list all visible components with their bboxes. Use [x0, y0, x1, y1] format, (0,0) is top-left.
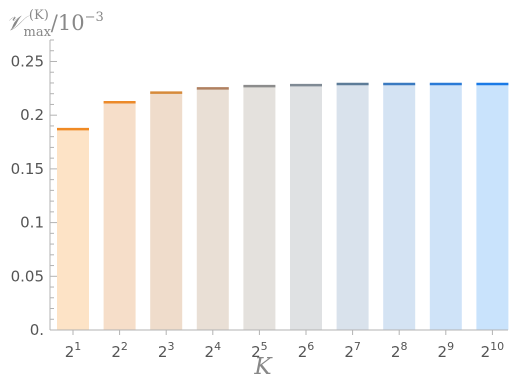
y-tick-label: 0.: [30, 321, 44, 339]
y-ticks: 0. 0.05 0.1 0.15 0.2 0.25: [11, 39, 57, 339]
x-tick-label: 22: [111, 340, 128, 361]
x-tick-label: 24: [205, 340, 222, 361]
x-tick-label: 26: [298, 340, 315, 361]
x-tick-label: 27: [344, 340, 361, 361]
axis-titles: 𝒱max(K)/10−3 K: [6, 8, 273, 375]
x-tick-label: 210: [481, 340, 505, 361]
y-tick-label: 0.05: [11, 267, 44, 285]
bar: [383, 84, 416, 330]
y-tick-label: 0.1: [20, 214, 44, 232]
bars: [57, 82, 509, 331]
bar: [103, 102, 136, 330]
y-tick-label: 0.2: [20, 106, 44, 124]
bar: [429, 84, 462, 330]
y-tick-label: 0.15: [11, 160, 44, 178]
bar: [290, 85, 322, 330]
bar: [336, 84, 369, 330]
x-tick-label: 29: [438, 340, 455, 361]
y-axis-title: 𝒱max(K)/10−3: [6, 8, 104, 40]
x-tick-label: 21: [65, 340, 82, 361]
y-tick-label: 0.25: [11, 52, 44, 70]
x-axis-title: K: [253, 354, 273, 375]
bar: [476, 84, 509, 330]
bar: [196, 88, 229, 330]
x-ticks: 21 22 23 24 25 26 27 28 29 210: [65, 330, 504, 361]
bar: [150, 92, 183, 330]
axes: [49, 40, 508, 331]
x-tick-label: 23: [158, 340, 175, 361]
x-tick-label: 28: [391, 340, 408, 361]
bar: [243, 86, 276, 331]
bar: [57, 129, 89, 330]
